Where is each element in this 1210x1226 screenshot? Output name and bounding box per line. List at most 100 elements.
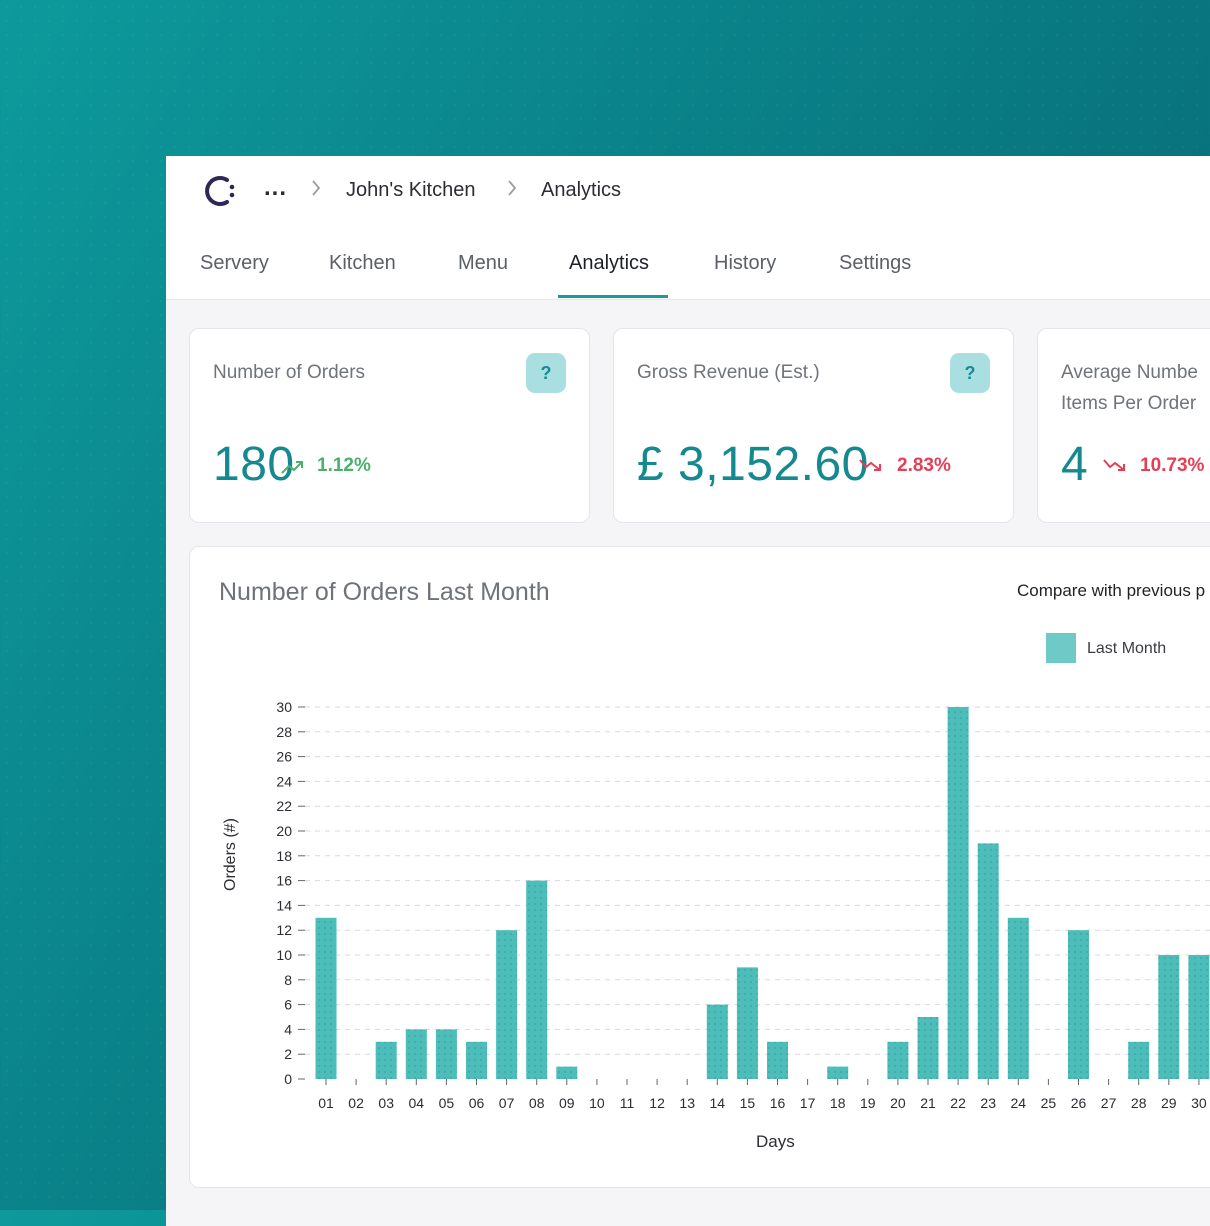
x-tick-label: 13 bbox=[679, 1095, 695, 1111]
x-tick-label: 21 bbox=[920, 1095, 936, 1111]
y-tick-label: 10 bbox=[276, 947, 292, 963]
chevron-right-icon bbox=[508, 180, 517, 196]
x-tick-label: 24 bbox=[1011, 1095, 1027, 1111]
orders-chart-panel: Number of Orders Last Month Compare with… bbox=[189, 546, 1210, 1188]
y-tick-label: 28 bbox=[276, 724, 292, 740]
x-tick-label: 27 bbox=[1101, 1095, 1117, 1111]
x-tick-label: 16 bbox=[770, 1095, 786, 1111]
y-tick-label: 18 bbox=[276, 848, 292, 864]
stat-value: 180 bbox=[213, 438, 295, 491]
x-tick-label: 18 bbox=[830, 1095, 846, 1111]
x-tick-label: 02 bbox=[348, 1095, 364, 1111]
breadcrumb-analytics: Analytics bbox=[541, 179, 622, 201]
y-tick-label: 22 bbox=[276, 798, 292, 814]
breadcrumb-kitchen[interactable]: John's Kitchen bbox=[346, 179, 476, 201]
x-tick-label: 29 bbox=[1161, 1095, 1177, 1111]
y-tick-label: 30 bbox=[276, 699, 292, 715]
tab-kitchen[interactable]: Kitchen bbox=[329, 252, 396, 274]
y-tick-label: 6 bbox=[284, 997, 292, 1013]
breadcrumb-ellipsis[interactable]: ... bbox=[264, 174, 288, 201]
x-tick-label: 06 bbox=[469, 1095, 485, 1111]
x-tick-label: 10 bbox=[589, 1095, 605, 1111]
bar[interactable] bbox=[405, 1029, 427, 1079]
trend-value: 10.73% bbox=[1140, 455, 1205, 476]
bar[interactable] bbox=[977, 843, 999, 1079]
tab-analytics[interactable]: Analytics bbox=[569, 252, 650, 274]
bar[interactable] bbox=[466, 1041, 487, 1079]
app-logo-icon[interactable] bbox=[202, 173, 238, 209]
x-tick-label: 04 bbox=[409, 1095, 425, 1111]
bar[interactable] bbox=[767, 1041, 788, 1079]
active-tab-indicator bbox=[558, 295, 668, 298]
tab-settings[interactable]: Settings bbox=[839, 252, 912, 274]
x-tick-label: 25 bbox=[1041, 1095, 1057, 1111]
x-tick-label: 19 bbox=[860, 1095, 876, 1111]
bar[interactable] bbox=[917, 1017, 939, 1079]
bar[interactable] bbox=[947, 707, 969, 1079]
trend-value: 2.83% bbox=[897, 455, 951, 476]
stat-title: Gross Revenue (Est.) bbox=[637, 362, 820, 383]
stat-value: 4 bbox=[1061, 438, 1089, 491]
stat-card-items-per-order: Average Numbe Items Per Order 4 10.73% bbox=[1037, 328, 1210, 523]
stat-card-revenue: Gross Revenue (Est.) ? £ 3,152.60 2.83% bbox=[613, 328, 1014, 523]
trend-up-icon bbox=[281, 461, 303, 474]
x-tick-label: 03 bbox=[378, 1095, 394, 1111]
x-tick-label: 17 bbox=[800, 1095, 816, 1111]
x-tick-label: 15 bbox=[740, 1095, 756, 1111]
x-axis-label: Days bbox=[756, 1132, 795, 1151]
bar[interactable] bbox=[827, 1066, 849, 1079]
tab-menu[interactable]: Menu bbox=[458, 252, 509, 274]
bar[interactable] bbox=[736, 967, 758, 1079]
bar[interactable] bbox=[1128, 1041, 1150, 1079]
bar[interactable] bbox=[526, 880, 548, 1079]
bar[interactable] bbox=[1158, 955, 1180, 1079]
x-tick-label: 14 bbox=[710, 1095, 726, 1111]
x-tick-label: 12 bbox=[649, 1095, 665, 1111]
x-tick-label: 20 bbox=[890, 1095, 906, 1111]
bar[interactable] bbox=[887, 1041, 909, 1079]
trend-down-icon bbox=[1103, 459, 1125, 471]
bar[interactable] bbox=[1188, 955, 1210, 1079]
y-tick-label: 8 bbox=[284, 972, 292, 988]
help-button[interactable]: ? bbox=[526, 353, 566, 393]
tab-bar: Servery Kitchen Menu Analytics History S… bbox=[166, 244, 1210, 299]
trend-value: 1.12% bbox=[317, 455, 371, 476]
top-navigation: ... John's Kitchen Analytics Servery Kit… bbox=[166, 156, 1210, 300]
x-tick-label: 22 bbox=[950, 1095, 966, 1111]
x-tick-label: 05 bbox=[439, 1095, 455, 1111]
bar[interactable] bbox=[435, 1029, 457, 1079]
x-tick-label: 11 bbox=[620, 1095, 635, 1111]
stat-title: Average Numbe Items Per Order bbox=[1061, 357, 1198, 419]
bar[interactable] bbox=[1007, 917, 1029, 1079]
stat-title: Number of Orders bbox=[213, 362, 366, 383]
x-tick-label: 07 bbox=[499, 1095, 515, 1111]
bar[interactable] bbox=[706, 1004, 728, 1079]
chevron-right-icon bbox=[312, 180, 321, 196]
stat-card-orders: Number of Orders ? 180 1.12% bbox=[189, 328, 590, 523]
x-tick-label: 28 bbox=[1131, 1095, 1147, 1111]
bar[interactable] bbox=[315, 917, 337, 1079]
bar[interactable] bbox=[375, 1041, 397, 1079]
bar[interactable] bbox=[556, 1066, 578, 1079]
legend-label[interactable]: Last Month bbox=[1087, 640, 1167, 657]
stat-value: £ 3,152.60 bbox=[637, 438, 869, 491]
x-tick-label: 23 bbox=[980, 1095, 996, 1111]
stat-title-line: Items Per Order bbox=[1061, 393, 1197, 414]
help-button[interactable]: ? bbox=[950, 353, 990, 393]
y-tick-label: 2 bbox=[284, 1046, 292, 1062]
tab-history[interactable]: History bbox=[714, 252, 777, 274]
x-tick-label: 01 bbox=[318, 1095, 334, 1111]
bar[interactable] bbox=[1068, 930, 1089, 1079]
y-tick-label: 16 bbox=[276, 873, 292, 889]
bar[interactable] bbox=[496, 930, 518, 1079]
stat-title-line: Average Numbe bbox=[1061, 362, 1198, 383]
y-tick-label: 4 bbox=[284, 1021, 292, 1037]
y-tick-label: 26 bbox=[276, 749, 292, 765]
y-tick-label: 12 bbox=[276, 922, 292, 938]
compare-toggle[interactable]: Compare with previous p bbox=[1017, 581, 1206, 600]
legend-swatch[interactable] bbox=[1046, 633, 1076, 663]
app-window: ... John's Kitchen Analytics Servery Kit… bbox=[166, 156, 1210, 1226]
tab-servery[interactable]: Servery bbox=[200, 252, 269, 274]
x-tick-label: 09 bbox=[559, 1095, 575, 1111]
